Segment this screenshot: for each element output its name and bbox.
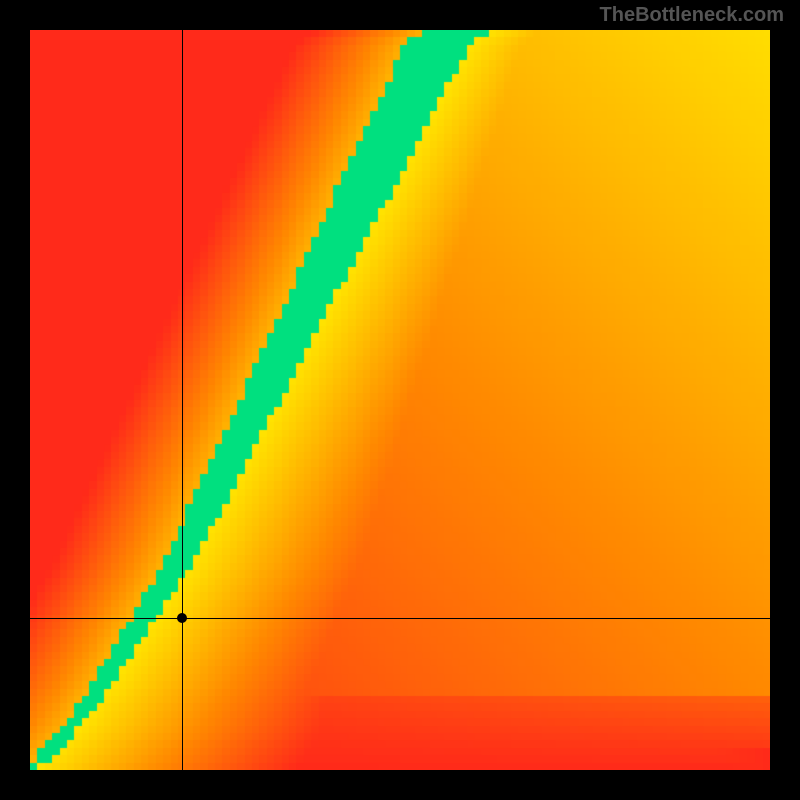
heatmap-canvas xyxy=(30,30,770,770)
plot-area xyxy=(30,30,770,770)
crosshair-horizontal xyxy=(30,618,770,619)
crosshair-vertical xyxy=(182,30,183,770)
marker-dot xyxy=(177,613,187,623)
watermark-text: TheBottleneck.com xyxy=(600,4,784,27)
chart-container: TheBottleneck.com xyxy=(0,0,800,800)
